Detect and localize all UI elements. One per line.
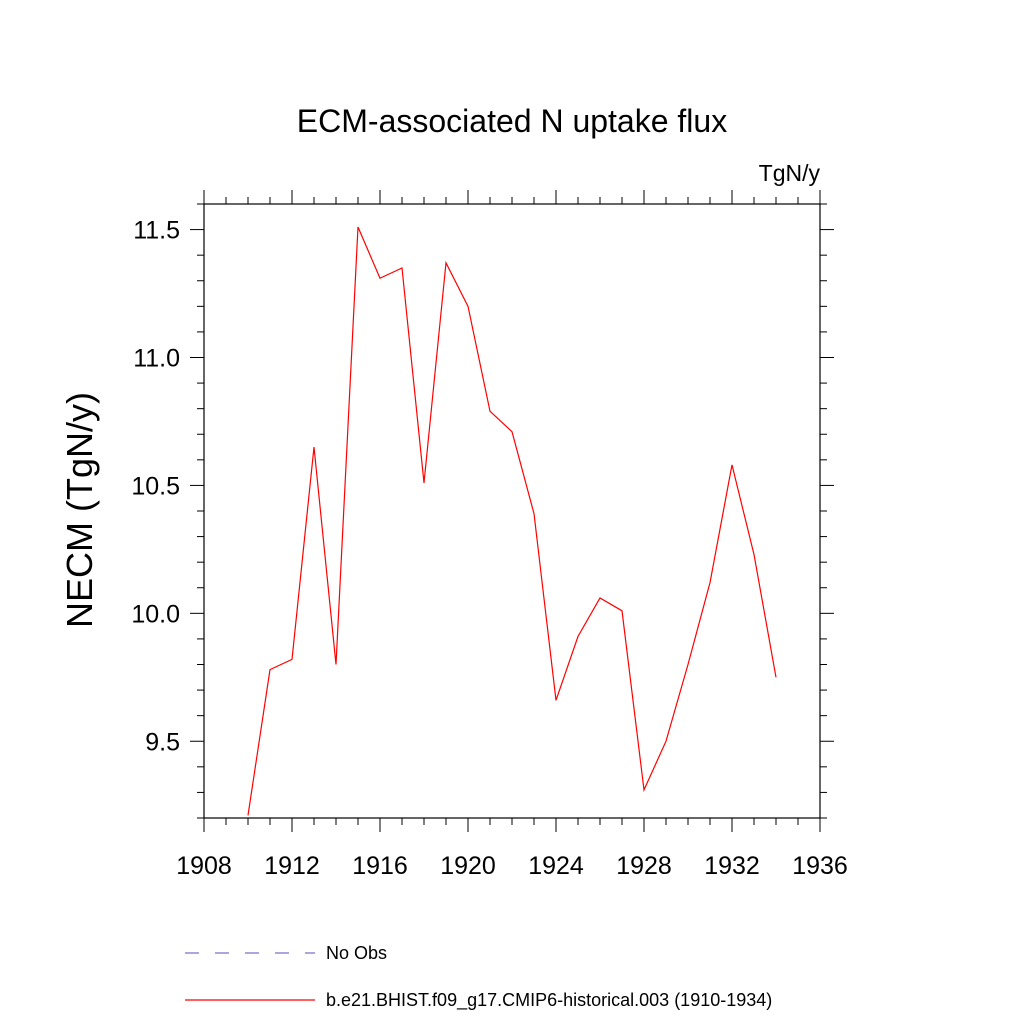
x-tick-label: 1928: [616, 852, 672, 880]
y-tick-label: 9.5: [145, 728, 180, 756]
y-tick-label: 10.0: [131, 600, 180, 628]
chart-title: ECM-associated N uptake flux: [297, 103, 727, 139]
y-tick-label: 11.5: [133, 217, 180, 245]
legend-label-no-obs: No Obs: [326, 943, 387, 963]
x-tick-label: 1924: [528, 852, 584, 880]
x-tick-label: 1912: [264, 852, 320, 880]
y-tick-label: 10.5: [131, 472, 180, 500]
units-label: TgN/y: [759, 160, 821, 186]
x-tick-label: 1908: [176, 852, 232, 880]
series-line: [247, 226, 777, 816]
x-tick-labels: 1908 1912 1916 1920 1924 1928 1932 1936: [176, 852, 848, 880]
x-tick-label: 1936: [792, 852, 848, 880]
legend-label-historical: b.e21.BHIST.f09_g17.CMIP6-historical.003…: [326, 990, 772, 1011]
y-axis-label: NECM (TgN/y): [59, 392, 100, 628]
y-axis-ticks: [190, 203, 834, 819]
x-tick-label: 1916: [352, 852, 408, 880]
plot-frame: [203, 203, 821, 819]
x-tick-label: 1920: [440, 852, 496, 880]
y-tick-label: 11.0: [133, 345, 180, 373]
x-tick-label: 1932: [704, 852, 760, 880]
x-axis-ticks: [203, 190, 821, 832]
legend: No Obs b.e21.BHIST.f09_g17.CMIP6-histori…: [185, 943, 772, 1011]
y-tick-labels: 9.5 10.0 10.5 11.0 11.5: [131, 217, 180, 757]
series-group: [247, 226, 777, 816]
